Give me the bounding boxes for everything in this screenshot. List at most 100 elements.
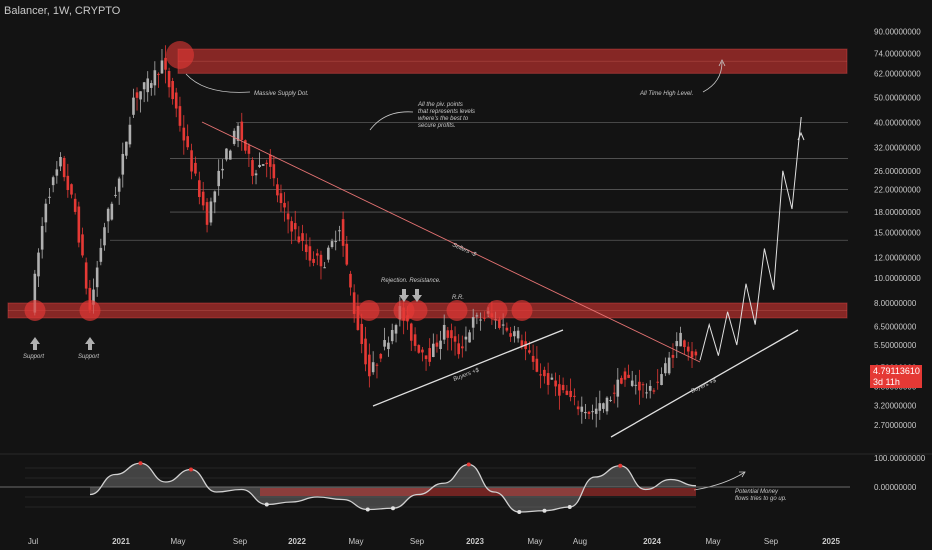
candle-body [479, 319, 482, 321]
candle-body [368, 354, 371, 377]
candle-body [379, 354, 383, 359]
candle-body [217, 170, 220, 187]
candle-body [283, 202, 286, 208]
price-tick-label: 12.00000000 [874, 254, 921, 263]
osc-flow-band [260, 488, 696, 496]
candle-body [641, 384, 645, 386]
osc-extreme-dot [618, 463, 623, 468]
candle-body [539, 374, 542, 376]
arrow-up-icon [85, 337, 95, 350]
zone-band [177, 48, 848, 74]
time-tick-label: Jul [28, 537, 38, 546]
buyers-trendline-1 [372, 329, 564, 407]
candle-body [258, 164, 261, 167]
grid-lines [0, 122, 932, 455]
candle-body [157, 73, 160, 75]
last-price-value: 4.79113610 [873, 366, 920, 376]
candle-body [44, 203, 48, 223]
trend-drawings [24, 41, 805, 491]
candle-body [554, 380, 557, 387]
candle-body [164, 57, 167, 70]
annotation-money-2: flows tries to go up. [735, 496, 787, 502]
price-tick-label: 8.00000000 [874, 299, 917, 308]
candle-body [565, 390, 569, 395]
time-tick-label: May [705, 537, 720, 546]
arrow-up-icon [30, 337, 40, 350]
candle-body [638, 381, 641, 391]
candle-body [683, 340, 686, 348]
candle-body [471, 317, 475, 328]
candle-body [125, 141, 128, 156]
osc-extreme-dot [365, 507, 370, 512]
annotation-supply: Massive Supply Dot. [254, 91, 309, 97]
price-tick-label: 74.00000000 [874, 50, 921, 59]
candle-body [213, 191, 217, 203]
candle-body [272, 164, 276, 179]
candle-body [106, 208, 110, 222]
candle-body [435, 342, 439, 347]
time-tick-label: 2025 [822, 537, 840, 546]
price-tick-label: 26.00000000 [874, 167, 921, 176]
candle-body [114, 194, 117, 196]
candle-body [656, 381, 660, 383]
candle-body [341, 219, 345, 246]
candle-body [95, 267, 99, 288]
candle-body [561, 384, 565, 391]
candle-body [498, 319, 501, 328]
annotation-money-1: Potential Money [735, 489, 779, 495]
projection-path [699, 116, 802, 361]
candle-body [297, 236, 301, 243]
candle-body [535, 358, 539, 372]
candle-body [634, 384, 638, 386]
candle-body [70, 184, 73, 195]
candle-body [244, 140, 247, 151]
candle-body [334, 241, 338, 243]
time-tick-label: 2024 [643, 537, 661, 546]
pivot-circle [79, 299, 101, 321]
candle-body [312, 258, 315, 263]
candle-body [587, 411, 591, 414]
candle-body [356, 306, 360, 330]
candle-body [186, 136, 189, 148]
candle-body [330, 241, 334, 248]
candle-body [591, 411, 594, 413]
candle-body [612, 392, 616, 394]
candle-body [446, 330, 450, 338]
candle-body [84, 262, 88, 289]
candle-body [221, 168, 224, 171]
candle-body [645, 392, 648, 394]
arrow-down-icon [412, 289, 422, 302]
supply-dot [166, 41, 194, 69]
osc-extreme-dot [264, 502, 269, 507]
candle-body [605, 397, 609, 412]
candle-body [690, 351, 694, 358]
candle-body [609, 399, 612, 401]
candle-body [198, 180, 201, 198]
piv-pointer [369, 111, 414, 131]
candle-body [413, 334, 417, 346]
candle-body [675, 341, 679, 347]
annotation-piv-2: that represents levels [418, 109, 475, 115]
candle-body [205, 202, 209, 225]
candle-body [509, 333, 512, 337]
candle-body [421, 349, 424, 353]
annotation-ath: All Time High Level. [639, 91, 693, 97]
candle-body [66, 175, 70, 191]
annotation-sellers: Sellers -$ [451, 242, 477, 258]
price-tick-label: 62.00000000 [874, 69, 921, 78]
ath-pointer-head [718, 59, 726, 67]
osc-tick-label: 100.00000000 [874, 454, 926, 463]
candle-body [265, 162, 269, 165]
candle-body [132, 97, 135, 115]
time-tick-label: May [170, 537, 185, 546]
annotation-piv-3: where's the best to [418, 116, 469, 122]
candle-body [251, 160, 254, 176]
pivot-circle [358, 299, 380, 321]
candle-body [121, 153, 125, 175]
price-tick-label: 18.00000000 [874, 208, 921, 217]
candle-body [304, 244, 308, 253]
candle-body [594, 408, 598, 414]
price-tick-label: 15.00000000 [874, 228, 921, 237]
time-tick-label: 2021 [112, 537, 130, 546]
